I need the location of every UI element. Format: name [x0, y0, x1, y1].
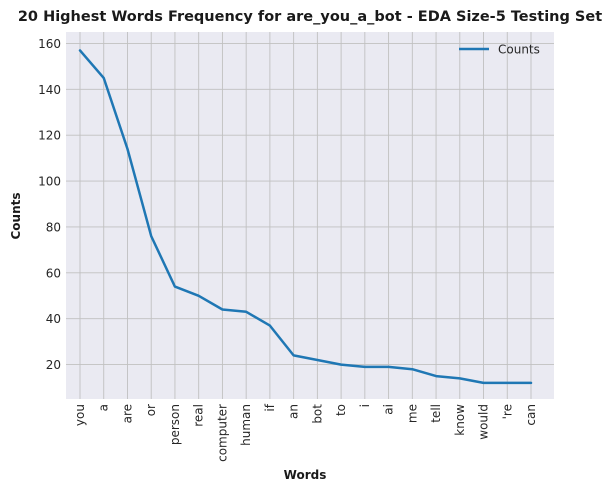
y-tick-label: 20 [46, 358, 61, 372]
y-axis-label: Counts [9, 192, 23, 239]
x-tick-label: if [263, 403, 277, 411]
y-tick-label: 120 [38, 129, 61, 143]
x-tick-label: i [358, 404, 372, 407]
x-tick-label: me [405, 404, 419, 423]
legend-label: Counts [498, 43, 540, 57]
x-tick-label: would [477, 404, 491, 440]
y-tick-label: 40 [46, 312, 61, 326]
x-tick-label: can [524, 404, 538, 426]
y-tick-label: 60 [46, 266, 61, 280]
series-layer [78, 49, 533, 385]
x-tick-label: to [334, 404, 348, 416]
x-tick-label: tell [429, 404, 443, 423]
x-tick-label: ai [382, 404, 396, 415]
y-tick-label: 140 [38, 83, 61, 97]
y-tick-label: 100 [38, 175, 61, 189]
x-tick-label: 're [500, 404, 514, 419]
x-tick-label: human [239, 404, 253, 446]
grid [66, 32, 554, 399]
x-axis-label: Words [284, 468, 327, 482]
x-tick-label: or [144, 404, 158, 416]
x-tick-label: person [168, 404, 182, 445]
x-axis-ticks: you a are or person real computer human if an bot t… [73, 403, 538, 462]
x-tick-label: computer [215, 404, 229, 462]
y-axis-ticks: 20 40 60 80 100 120 140 160 [38, 37, 61, 372]
x-tick-label: are [120, 404, 134, 423]
x-tick-label: an [287, 404, 301, 419]
x-tick-label: a [97, 404, 111, 411]
y-tick-label: 80 [46, 220, 61, 234]
y-tick-label: 160 [38, 37, 61, 51]
series-line-counts [78, 49, 533, 385]
x-tick-label: know [453, 404, 467, 436]
x-tick-label: bot [310, 404, 324, 424]
legend: Counts [459, 43, 540, 57]
chart-title: 20 Highest Words Frequency for are_you_a… [18, 9, 602, 25]
plot-area [66, 32, 554, 399]
x-tick-label: you [73, 404, 87, 426]
x-tick-label: real [192, 404, 206, 427]
